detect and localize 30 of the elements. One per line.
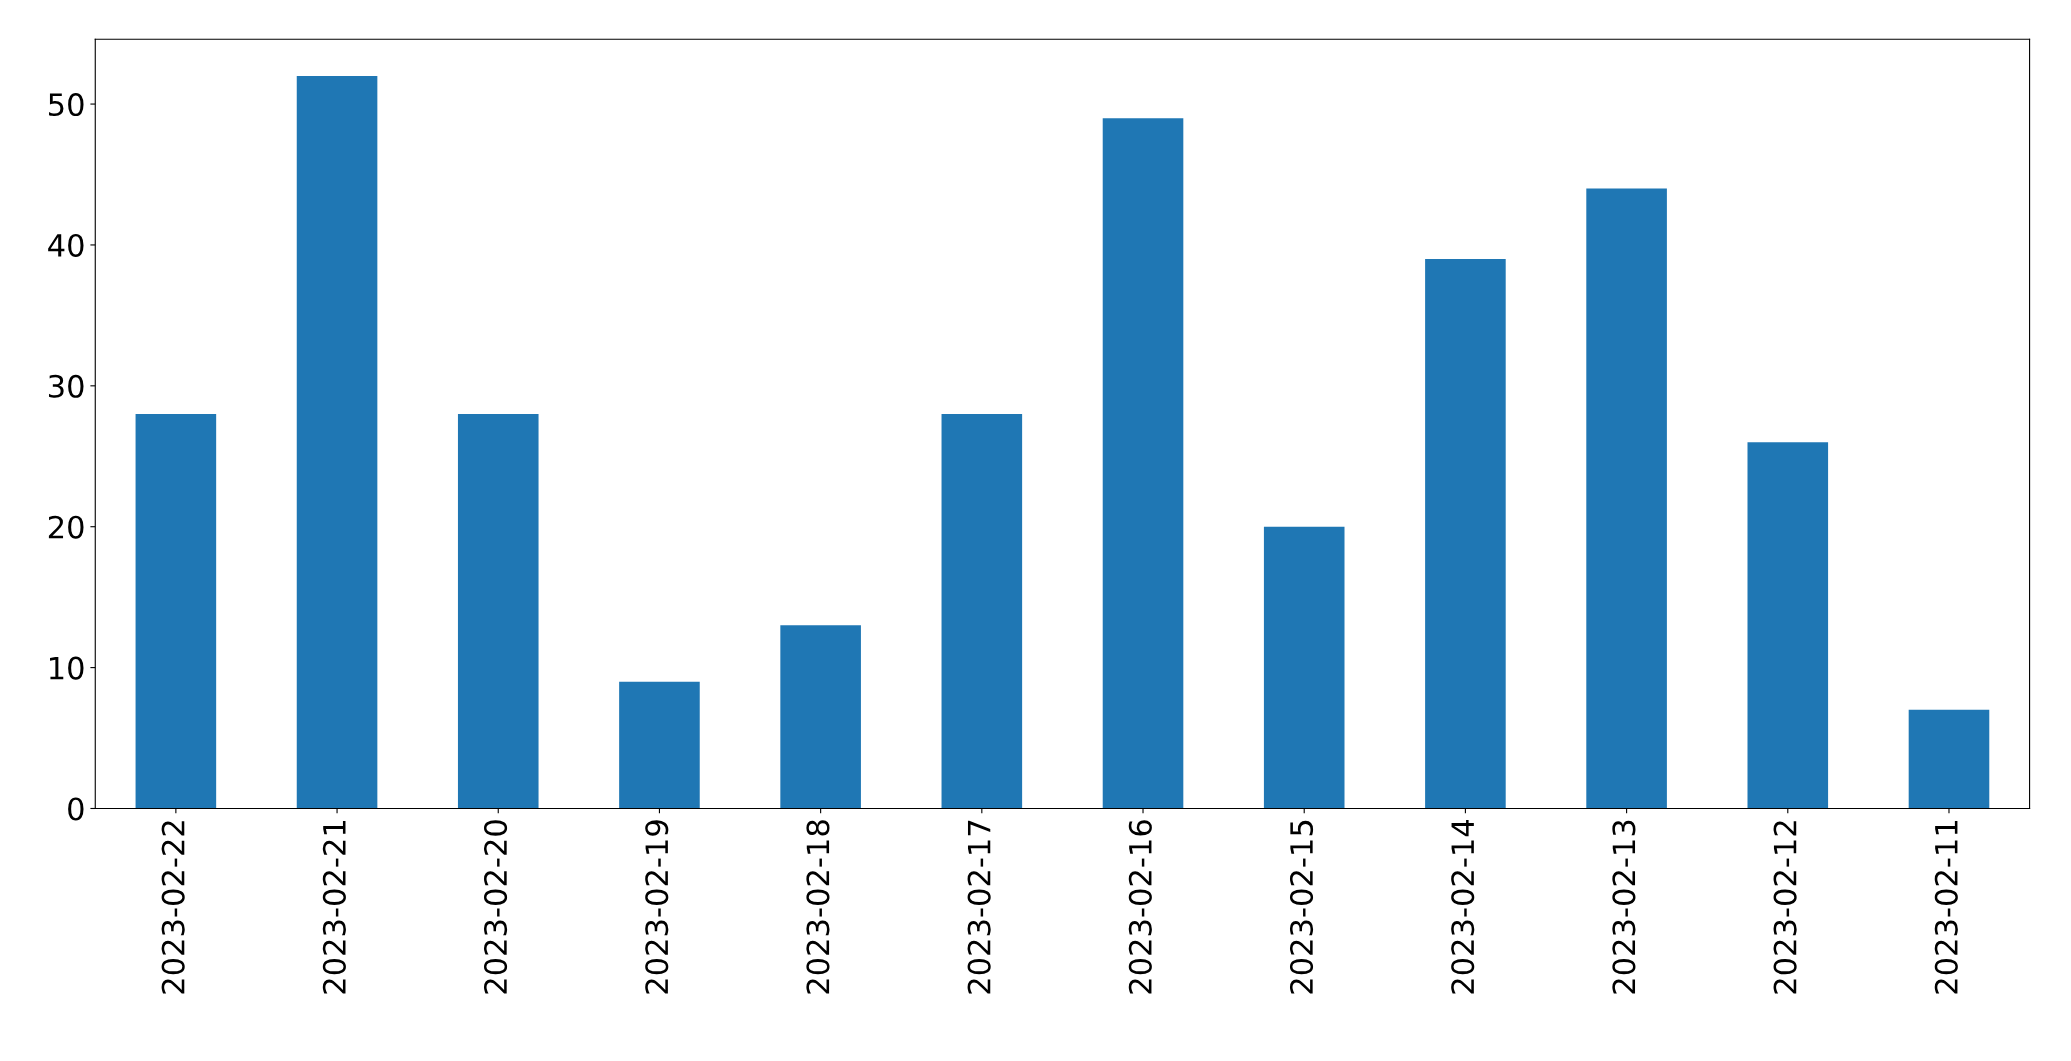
bar [1263,526,1345,809]
x-tick-label: 2023-02-20 [484,820,508,994]
x-tick-label: 2023-02-13 [1612,820,1636,994]
x-tick-label: 2023-02-22 [161,821,185,994]
y-tick-label: 50 [49,92,84,117]
y-tick-label: 0 [68,797,84,821]
y-tick-label: 20 [48,515,84,539]
bar [1908,709,1990,809]
bar [780,625,861,809]
x-tick-label: 2023-02-18 [806,820,830,994]
x-tick-label: 2023-02-16 [1128,820,1152,994]
y-tick-label: 30 [48,374,84,398]
bar [457,414,539,809]
y-tick-label: 10 [50,656,84,680]
bar [1586,188,1667,809]
x-tick-label: 2023-02-15 [1289,820,1314,994]
bar [1747,442,1829,809]
x-tick-label: 2023-02-14 [1451,819,1475,994]
bar [1425,259,1506,809]
bar [619,681,700,809]
bar [941,414,1023,809]
bar [135,414,217,809]
x-tick-label: 2023-02-19 [645,820,669,994]
x-tick-label: 2023-02-12 [1773,821,1797,994]
x-tick-label: 2023-02-21 [322,821,346,994]
y-tick-label: 40 [48,233,84,257]
x-tick-label: 2023-02-11 [1934,821,1958,994]
bar [296,75,378,809]
bar [1102,118,1184,809]
x-tick-label: 2023-02-17 [967,820,991,994]
